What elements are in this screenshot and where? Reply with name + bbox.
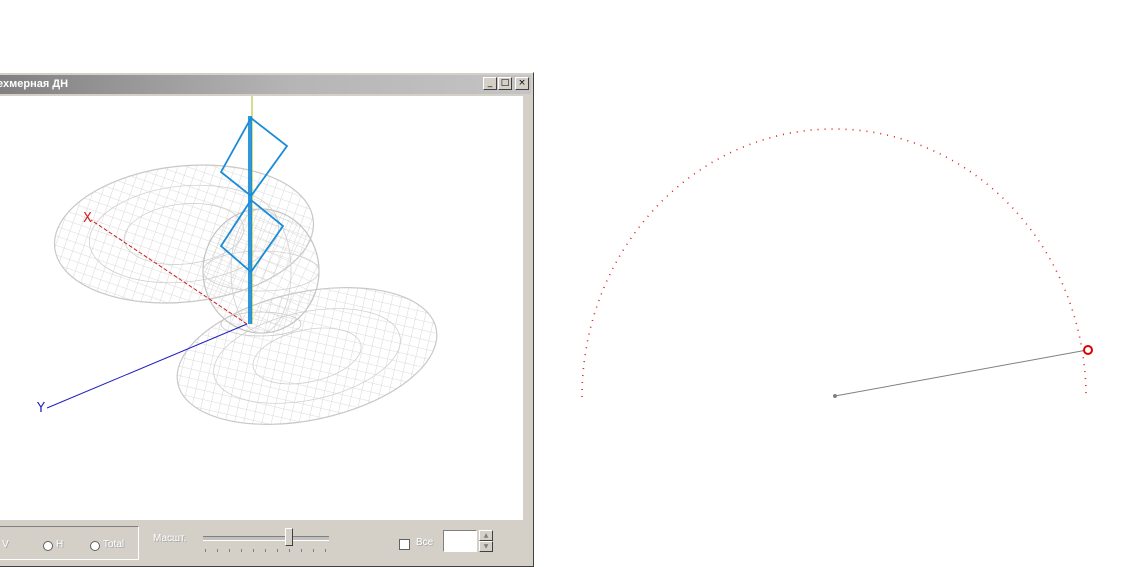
pattern-3d-svg: X Y [36,96,438,425]
polar-view-svg [581,128,1093,398]
slider-tick [217,549,218,552]
scale-slider-thumb[interactable] [285,528,293,546]
minimize-icon[interactable]: _ [483,77,497,90]
component-v-label: V [2,539,9,550]
close-icon[interactable]: × [515,77,529,90]
component-group: V H Total [0,526,139,560]
y-axis [46,323,248,409]
slider-tick [241,549,242,552]
pattern-3d-window: ехмерная ДН _ □ × [0,72,534,567]
slider-tick [277,549,278,552]
component-total-label: Total [103,539,125,550]
all-checkbox[interactable] [399,539,410,550]
polar-view[interactable] [560,100,1120,430]
component-total-radio[interactable] [90,541,100,551]
scale-label: Масшт. [153,533,187,544]
slider-tick [325,549,326,552]
radiation-core [202,208,320,334]
slider-tick [313,549,314,552]
slider-tick [253,549,254,552]
all-label: Все [416,537,434,548]
spin-up-icon[interactable]: ▲ [479,530,493,541]
antenna-elements [219,116,289,324]
window-title: ехмерная ДН [0,78,69,90]
maximize-icon[interactable]: □ [498,77,512,90]
component-h-label: H [56,539,64,550]
slider-tick [265,549,266,552]
controls-panel: V H Total Масшт. Все ▲ ▼ [0,523,533,565]
component-h-radio[interactable] [43,541,53,551]
x-axis [90,219,248,325]
scale-slider-track[interactable] [203,536,329,541]
slider-tick [205,549,206,552]
direction-line [834,349,1088,397]
spin-input[interactable] [443,530,477,552]
polar-arc [581,128,1087,398]
slider-tick [301,549,302,552]
x-axis-label: X [83,211,92,226]
title-bar[interactable]: ехмерная ДН _ □ × [0,75,531,94]
slider-tick [289,549,290,552]
y-axis-label: Y [36,401,45,416]
direction-marker[interactable] [1083,345,1093,355]
lobe-base [220,311,302,337]
slider-tick [229,549,230,552]
origin-point [833,394,837,398]
pattern-3d-viewport[interactable]: X Y [0,96,523,520]
spin-down-icon[interactable]: ▼ [479,541,493,552]
